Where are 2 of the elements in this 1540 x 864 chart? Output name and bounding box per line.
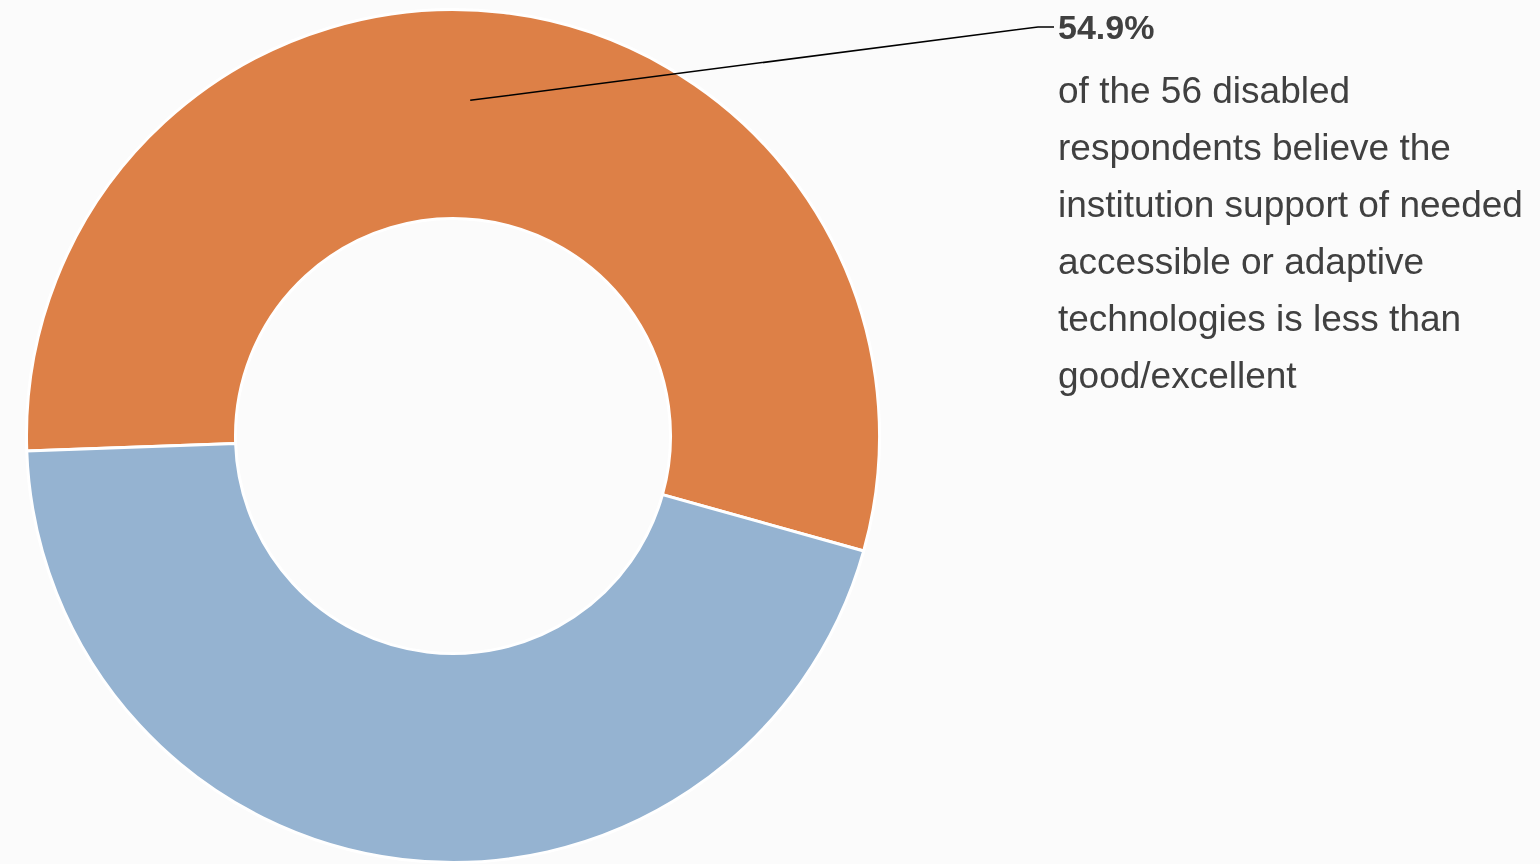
data-label: 54.9% — [1058, 8, 1155, 47]
text: of the 56 disabled respondents believe the institution support of needed accessible or adaptive technologies is less than good/excellent — [1058, 69, 1524, 398]
